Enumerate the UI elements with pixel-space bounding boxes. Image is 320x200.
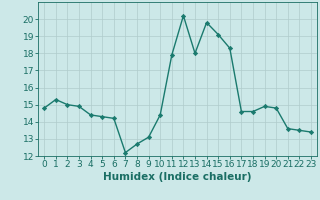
X-axis label: Humidex (Indice chaleur): Humidex (Indice chaleur): [103, 172, 252, 182]
